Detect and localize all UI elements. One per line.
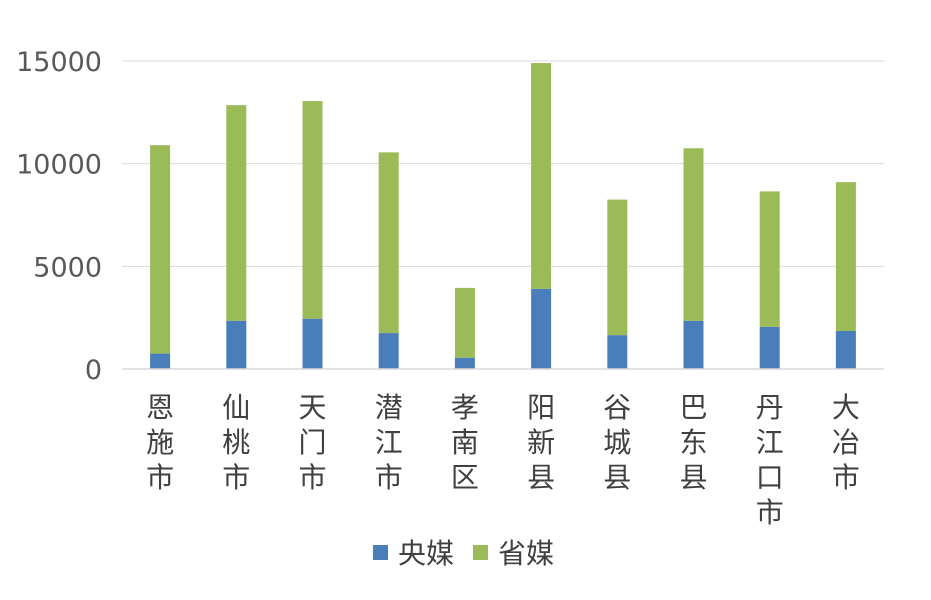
bar-provincial-media — [302, 101, 323, 319]
legend: 央媒 省媒 — [373, 537, 554, 570]
bar-central-media — [226, 320, 247, 369]
y-tick-label: 10000 — [16, 150, 102, 181]
x-tick-label: 恩施市 — [146, 391, 174, 494]
x-tick-label: 孝南区 — [451, 391, 479, 494]
legend-label: 省媒 — [498, 537, 554, 570]
bar-central-media — [607, 335, 628, 369]
bar-central-media — [302, 318, 323, 369]
x-tick-label: 巴东县 — [679, 391, 707, 494]
bars — [150, 63, 856, 369]
bar-central-media — [531, 288, 552, 369]
bar-provincial-media — [378, 152, 399, 334]
bar-central-media — [835, 331, 856, 369]
bar-central-media — [454, 357, 475, 369]
x-tick-label: 阳新县 — [527, 391, 555, 494]
x-tick-label: 天门市 — [298, 391, 326, 494]
x-tick-label: 谷城县 — [603, 391, 631, 494]
bar-central-media — [683, 320, 704, 369]
y-tick-label: 5000 — [33, 252, 102, 283]
bar-central-media — [378, 333, 399, 369]
bar-provincial-media — [150, 145, 171, 354]
legend-label: 央媒 — [398, 537, 454, 570]
bar-provincial-media — [683, 148, 704, 321]
legend-swatch — [373, 545, 388, 560]
bar-central-media — [759, 326, 780, 369]
bar-provincial-media — [531, 63, 552, 289]
bar-provincial-media — [454, 287, 475, 358]
y-axis-ticks: 0 5000 10000 15000 — [16, 47, 102, 386]
bar-central-media — [150, 353, 171, 369]
y-tick-label: 15000 — [16, 47, 102, 78]
gridlines — [122, 60, 884, 267]
x-tick-label: 潜江市 — [375, 391, 403, 494]
bar-provincial-media — [607, 199, 628, 336]
legend-swatch — [473, 545, 488, 560]
x-tick-label: 丹江口市 — [756, 391, 784, 529]
x-axis-labels: 恩施市 仙桃市 天门市 潜江市 孝南区 阳新县 谷城县 巴东县 丹江口市 大冶市 — [146, 391, 860, 529]
x-tick-label: 仙桃市 — [222, 391, 250, 494]
bar-provincial-media — [226, 105, 247, 321]
bar-provincial-media — [759, 191, 780, 327]
x-tick-label: 大冶市 — [832, 391, 860, 494]
bar-provincial-media — [835, 182, 856, 332]
y-tick-label: 0 — [85, 355, 102, 386]
